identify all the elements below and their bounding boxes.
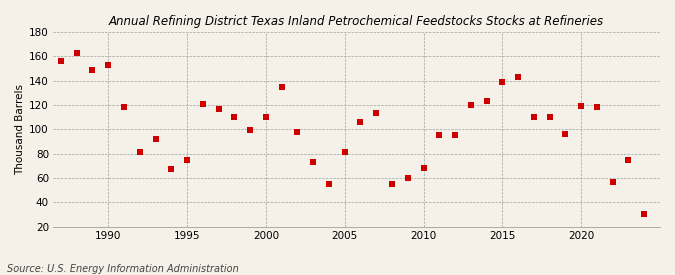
Point <box>466 103 477 107</box>
Point <box>340 150 350 155</box>
Point <box>134 150 145 155</box>
Point <box>198 101 209 106</box>
Point <box>529 115 539 119</box>
Point <box>308 160 319 164</box>
Point <box>245 128 256 133</box>
Point <box>560 132 571 136</box>
Point <box>103 63 113 67</box>
Point <box>497 80 508 84</box>
Point <box>213 106 224 111</box>
Point <box>150 137 161 141</box>
Text: Source: U.S. Energy Information Administration: Source: U.S. Energy Information Administ… <box>7 264 238 274</box>
Point <box>87 67 98 72</box>
Point <box>229 115 240 119</box>
Point <box>544 115 555 119</box>
Point <box>639 212 649 217</box>
Point <box>276 84 287 89</box>
Point <box>261 115 271 119</box>
Point <box>323 182 334 186</box>
Y-axis label: Thousand Barrels: Thousand Barrels <box>15 84 25 175</box>
Title: Annual Refining District Texas Inland Petrochemical Feedstocks Stocks at Refiner: Annual Refining District Texas Inland Pe… <box>109 15 604 28</box>
Point <box>371 111 381 116</box>
Point <box>434 133 445 138</box>
Point <box>55 59 66 63</box>
Point <box>182 158 192 162</box>
Point <box>166 167 177 172</box>
Point <box>623 158 634 162</box>
Point <box>418 166 429 170</box>
Point <box>513 75 524 79</box>
Point <box>481 99 492 103</box>
Point <box>292 130 303 134</box>
Point <box>387 182 398 186</box>
Point <box>355 120 366 124</box>
Point <box>576 104 587 108</box>
Point <box>72 50 82 55</box>
Point <box>608 179 618 184</box>
Point <box>402 176 413 180</box>
Point <box>591 105 602 109</box>
Point <box>450 133 460 138</box>
Point <box>119 105 130 109</box>
